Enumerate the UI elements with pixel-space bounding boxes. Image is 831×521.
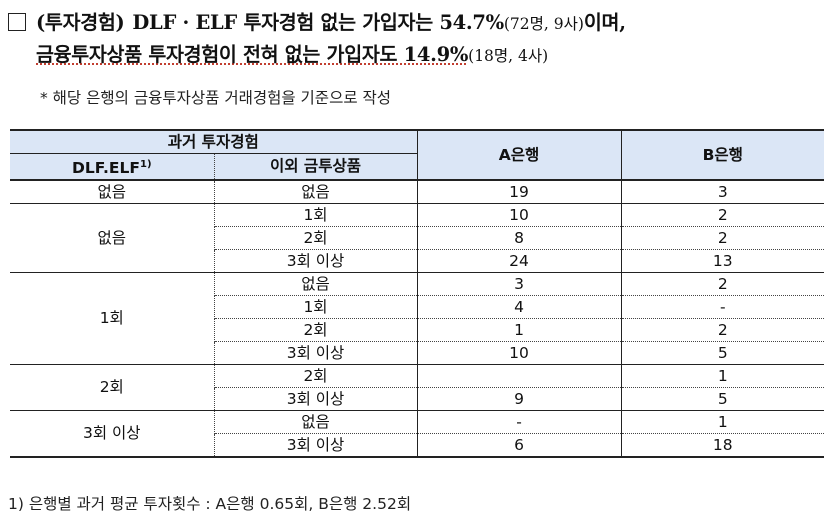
header-other-products: 이외 금투상품	[213, 153, 417, 182]
other-products-cell: 3회 이상	[213, 249, 417, 273]
other-products-cell: 2회	[213, 364, 417, 388]
table-row: 없음 1회 10 2	[10, 203, 824, 273]
footnote: 1) 은행별 과거 평균 투자횟수 : A은행 0.65회, B은행 2.52회	[8, 495, 412, 513]
table-row: 1회 4-	[10, 295, 824, 319]
table-row: 1회 없음 3 2	[10, 272, 824, 365]
heading-note-1: (72명, 9사)	[503, 15, 584, 33]
bank-b-cell: 5	[620, 387, 824, 411]
bank-b-cell: 2	[620, 272, 824, 296]
heading-label: (투자경험)	[36, 11, 125, 34]
other-products-cell: 1회	[213, 203, 417, 227]
dlf-elf-group-label: 3회 이상	[10, 410, 214, 459]
checkbox-square-icon	[8, 13, 26, 31]
other-products-cell: 3회 이상	[213, 387, 417, 411]
bank-b-cell: 13	[620, 249, 824, 273]
heading-text-2: 금융투자상품 투자경험이 전혀 없는 가입자도 14.9%	[36, 43, 469, 66]
table-row: 없음 없음 19 3	[10, 180, 824, 204]
other-products-cell: 없음	[213, 180, 417, 204]
other-products-cell: 없음	[213, 272, 417, 296]
dlf-elf-group-label: 2회	[10, 364, 214, 411]
header-bank-b: B은행	[620, 128, 824, 182]
bank-a-cell	[416, 364, 621, 388]
header-dlf-elf-label: DLF.ELF	[71, 159, 140, 178]
investment-experience-table: 과거 투자경험 A은행 B은행 DLF.ELF1) 이외 금투상품 없음 없음 19…	[10, 128, 824, 459]
header-past-experience: 과거 투자경험	[10, 129, 417, 154]
bank-b-cell: -	[620, 295, 824, 319]
bank-a-cell: 3	[416, 272, 621, 296]
bank-b-cell: 5	[620, 341, 824, 365]
heading-text-1: DLF · ELF 투자경험 없는 가입자는 54.7%	[132, 11, 504, 34]
header-bank-a: A은행	[416, 128, 621, 182]
bank-b-cell: 3	[620, 180, 824, 204]
other-products-cell: 3회 이상	[213, 341, 417, 365]
bank-a-cell: 1	[416, 318, 621, 342]
table-row: 3회 이상 6 18	[10, 433, 824, 459]
table-row: 3회 이상 없음 -1	[10, 410, 824, 459]
header-dlf-elf: DLF.ELF1)	[10, 153, 214, 182]
table-row: 3회 이상 10 5	[10, 341, 824, 365]
bank-b-cell: 18	[620, 433, 824, 459]
bank-b-cell: 2	[620, 226, 824, 250]
other-products-cell: 없음	[213, 410, 417, 434]
dlf-elf-group-label: 1회	[10, 272, 214, 365]
dlf-elf-group-label: 없음	[97, 182, 127, 201]
bank-a-cell: 24	[416, 249, 621, 273]
bank-a-cell: -	[416, 410, 621, 434]
table-row: 2회 2회 1	[10, 364, 824, 411]
other-products-cell: 2회	[213, 226, 417, 250]
bank-a-cell: 10	[416, 341, 621, 365]
heading-end-1: 이며,	[583, 11, 626, 34]
heading-line-1: (투자경험) DLF · ELF 투자경험 없는 가입자는 54.7% (72명…	[6, 6, 828, 34]
bank-b-cell: 1	[620, 364, 824, 388]
other-products-cell: 1회	[213, 295, 417, 319]
bank-a-cell: 9	[416, 387, 621, 411]
bank-a-cell: 10	[416, 203, 621, 227]
table-body: 없음 없음 19 3 없음 1회 10 2 2회 8 2 3회 이상 24 13 1회 없음 3 2 1회 4-2회 1…	[10, 180, 824, 459]
table-row: 3회 이상 9 5	[10, 387, 824, 411]
table-row: 3회 이상 24 13	[10, 249, 824, 273]
bank-b-cell: 2	[620, 203, 824, 227]
bank-b-cell: 2	[620, 318, 824, 342]
heading-note-2: (18명, 4사)	[468, 47, 549, 65]
header-dlf-footnote-mark: 1)	[139, 159, 152, 170]
heading-line-2: 금융투자상품 투자경험이 전혀 없는 가입자도 14.9% (18명, 4사)	[6, 38, 828, 66]
bank-a-cell: 4	[416, 295, 621, 319]
heading: (투자경험) DLF · ELF 투자경험 없는 가입자는 54.7% (72명…	[6, 6, 828, 66]
bank-b-cell: 1	[620, 410, 824, 434]
bank-a-cell: 19	[416, 180, 621, 204]
table-row: 2회 8 2	[10, 226, 824, 250]
dlf-elf-group-label: 없음	[10, 203, 214, 273]
other-products-cell: 3회 이상	[213, 433, 417, 459]
bank-a-cell: 6	[416, 433, 621, 459]
bank-a-cell: 8	[416, 226, 621, 250]
remark-note: * 해당 은행의 금융투자상품 거래경험을 기준으로 작성	[40, 89, 392, 107]
other-products-cell: 2회	[213, 318, 417, 342]
table-row: 2회 1 2	[10, 318, 824, 342]
